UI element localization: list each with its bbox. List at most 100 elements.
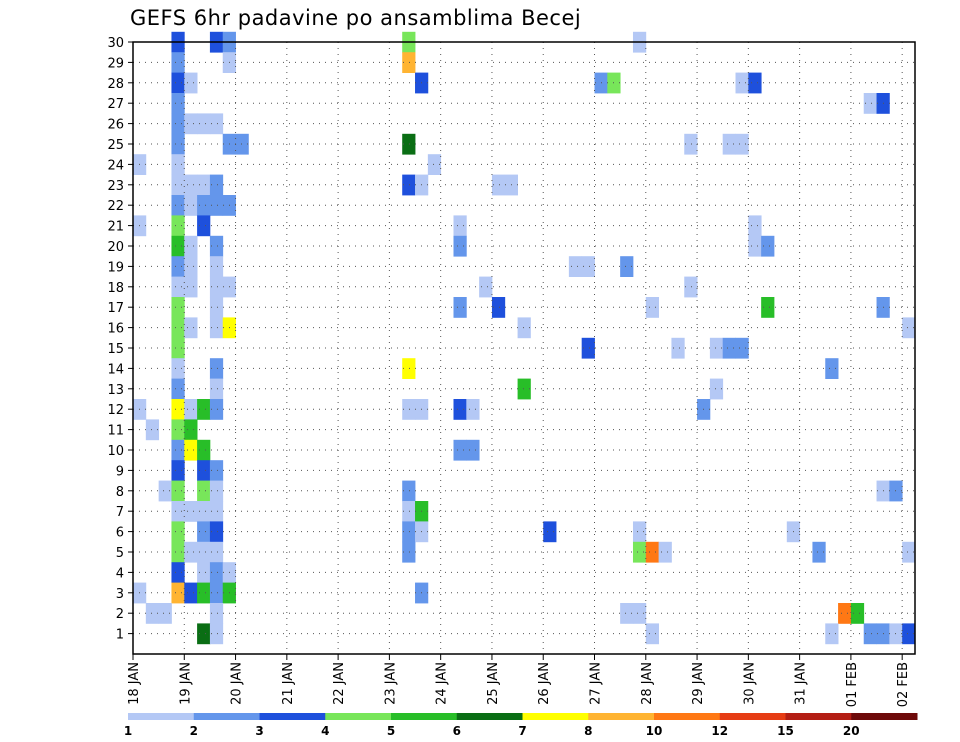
colorbar-swatch <box>588 713 655 720</box>
heatmap-cell <box>735 133 749 155</box>
y-tick-label: 20 <box>107 240 124 255</box>
heatmap-cell <box>427 154 442 175</box>
heatmap-cell <box>171 521 185 543</box>
heatmap-cell <box>453 215 467 237</box>
colorbar-swatch <box>719 713 786 720</box>
heatmap-cell <box>184 541 198 563</box>
colorbar-tick-label: 2 <box>190 724 198 738</box>
heatmap-cell <box>197 399 211 420</box>
heatmap-cell <box>761 297 775 318</box>
heatmap-cell <box>671 337 685 359</box>
heatmap-cell <box>825 358 839 379</box>
heatmap-cell <box>402 480 416 502</box>
heatmap-cell <box>402 541 416 563</box>
y-tick-label: 3 <box>116 587 124 602</box>
heatmap-cell <box>684 133 698 155</box>
x-tick-label: 31 JAN <box>794 662 809 705</box>
heatmap-cell <box>645 297 660 318</box>
x-tick-label: 19 JAN <box>178 662 193 705</box>
colorbar-swatch <box>654 713 721 720</box>
y-tick-label: 30 <box>107 36 124 51</box>
y-tick-label: 17 <box>107 301 124 316</box>
heatmap-cell <box>197 480 211 502</box>
heatmap-cell <box>209 501 224 522</box>
heatmap-cell <box>197 460 211 481</box>
heatmap-cell <box>209 276 224 298</box>
heatmap-cell <box>145 603 160 624</box>
heatmap-cell <box>453 399 467 420</box>
colorbar-tick-label: 7 <box>518 724 526 738</box>
y-tick-label: 10 <box>107 444 124 459</box>
colorbar-tick-label: 3 <box>255 724 263 738</box>
heatmap-cell <box>453 235 467 257</box>
heatmap-cell <box>735 72 749 94</box>
heatmap-cell <box>209 378 224 400</box>
y-tick-label: 9 <box>116 464 124 479</box>
heatmap-cell <box>491 297 506 318</box>
heatmap-cell <box>197 582 211 604</box>
heatmap-cell <box>209 521 224 543</box>
heatmap-cell <box>209 174 224 196</box>
x-tick-label: 22 JAN <box>332 662 347 705</box>
heatmap-cell <box>171 133 185 155</box>
heatmap-cell <box>761 235 775 257</box>
colorbar-swatch <box>391 713 458 720</box>
heatmap-cell <box>197 113 211 135</box>
heatmap-cell <box>171 113 185 135</box>
heatmap-cell <box>812 541 826 563</box>
heatmap-cell <box>171 93 185 114</box>
heatmap-cell <box>722 337 736 359</box>
heatmap-cell <box>197 562 211 583</box>
heatmap-cell <box>197 215 211 237</box>
y-tick-label: 12 <box>107 403 124 418</box>
y-tick-label: 7 <box>116 505 124 520</box>
y-tick-label: 16 <box>107 322 124 337</box>
heatmap-cell <box>171 195 185 216</box>
heatmap-cell <box>209 623 224 645</box>
heatmap-cell <box>466 399 480 420</box>
colorbar-legend: 1 2 3 4 5 6 7 8 10 12 15 20 <box>124 713 918 738</box>
heatmap-cell <box>479 276 493 298</box>
x-tick-label: 27 JAN <box>589 662 604 705</box>
x-tick-label: 21 JAN <box>281 662 296 705</box>
heatmap-cell <box>209 297 224 318</box>
y-tick-label: 2 <box>116 607 124 622</box>
heatmap-cell <box>684 276 698 298</box>
x-tick-label: 20 JAN <box>230 662 245 705</box>
y-tick-label: 21 <box>107 220 124 235</box>
heatmap-cell <box>735 337 749 359</box>
heatmap-cell <box>184 174 198 196</box>
x-tick-label: 28 JAN <box>640 662 655 705</box>
y-tick-label: 24 <box>107 158 124 173</box>
heatmap-cell <box>184 113 198 135</box>
heatmap-cell <box>748 215 762 237</box>
heatmap-cell <box>863 623 877 645</box>
y-tick-label: 6 <box>116 526 124 541</box>
heatmap-cell <box>171 419 185 441</box>
x-tick-label: 23 JAN <box>383 662 398 705</box>
heatmap-cell <box>838 603 852 624</box>
heatmap-cell <box>748 235 762 257</box>
heatmap-cells <box>133 31 916 645</box>
heatmap-cell <box>171 154 185 175</box>
y-tick-label: 5 <box>116 546 124 561</box>
heatmap-cell <box>171 460 185 481</box>
heatmap-cell <box>209 399 224 420</box>
heatmap-cell <box>402 133 416 155</box>
heatmap-cell <box>209 256 224 277</box>
y-tick-label: 13 <box>107 383 124 398</box>
heatmap-cell <box>171 439 185 461</box>
heatmap-cell <box>197 174 211 196</box>
y-tick-label: 25 <box>107 138 124 153</box>
heatmap-cell <box>171 378 185 400</box>
colorbar-swatch <box>456 713 523 720</box>
heatmap-cell <box>184 72 198 94</box>
heatmap-cell <box>209 460 224 481</box>
heatmap-cell <box>709 337 724 359</box>
colorbar-tick-label: 12 <box>711 724 728 738</box>
heatmap-cell <box>171 235 185 257</box>
heatmap-cell <box>402 399 416 420</box>
x-tick-label: 02 FEB <box>896 662 911 707</box>
heatmap-cell <box>171 562 185 583</box>
x-tick-label: 26 JAN <box>537 662 552 705</box>
